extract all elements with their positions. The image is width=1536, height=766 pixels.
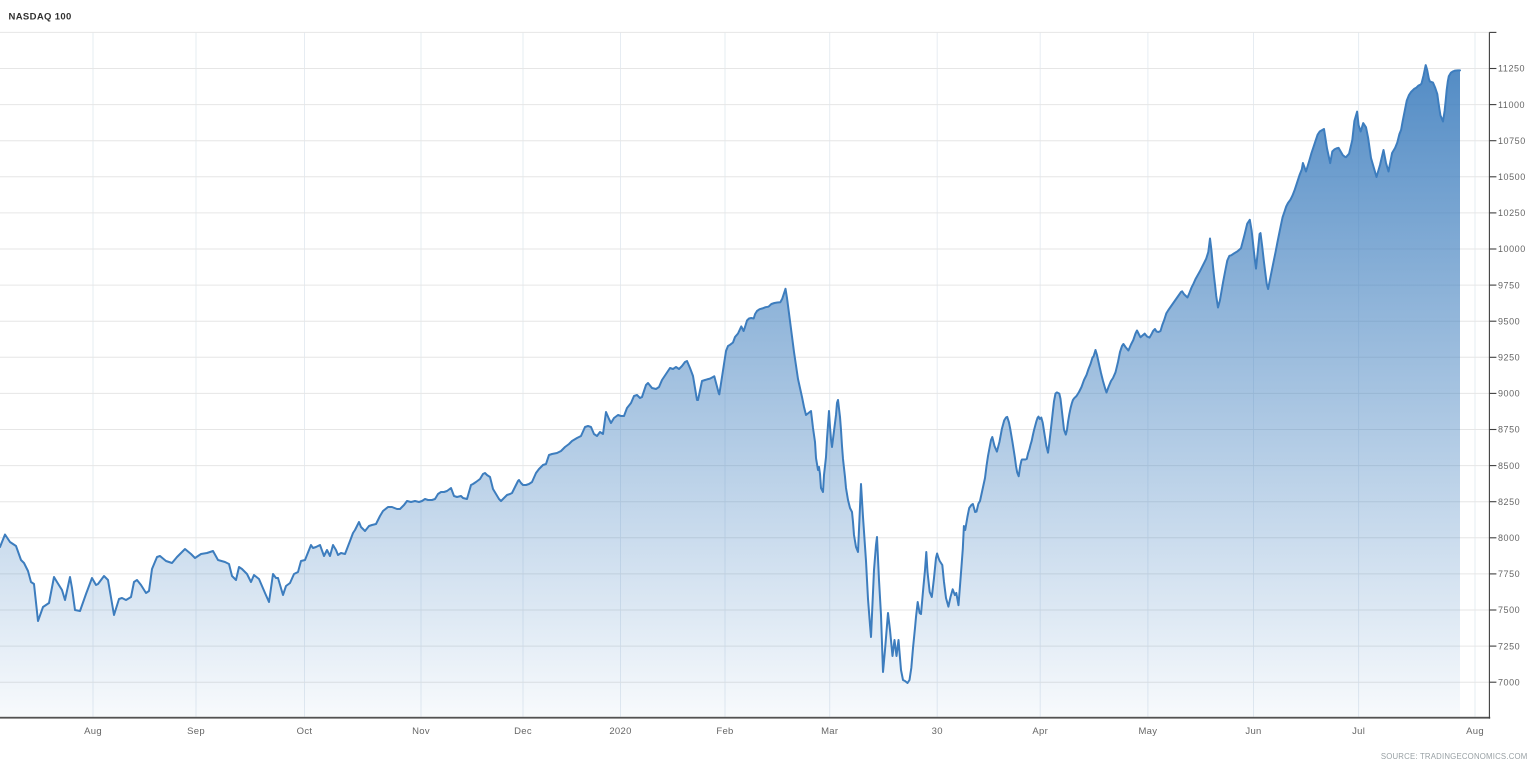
svg-text:10000: 10000 xyxy=(1498,244,1526,254)
svg-text:10250: 10250 xyxy=(1498,208,1526,218)
svg-text:May: May xyxy=(1138,726,1157,737)
svg-text:10500: 10500 xyxy=(1498,172,1526,182)
svg-text:8750: 8750 xyxy=(1498,425,1520,435)
svg-text:Feb: Feb xyxy=(716,726,733,737)
svg-text:7750: 7750 xyxy=(1498,569,1520,579)
svg-text:9750: 9750 xyxy=(1498,280,1520,290)
svg-text:8500: 8500 xyxy=(1498,461,1520,471)
svg-text:Aug: Aug xyxy=(84,726,102,737)
svg-text:Mar: Mar xyxy=(821,726,838,737)
svg-text:9000: 9000 xyxy=(1498,389,1520,399)
svg-text:9500: 9500 xyxy=(1498,316,1520,326)
svg-text:10750: 10750 xyxy=(1498,136,1526,146)
svg-text:11000: 11000 xyxy=(1498,100,1525,110)
svg-text:Jun: Jun xyxy=(1245,726,1261,737)
svg-text:Apr: Apr xyxy=(1032,726,1048,737)
svg-text:30: 30 xyxy=(932,726,943,737)
svg-text:7500: 7500 xyxy=(1498,605,1520,615)
svg-text:2020: 2020 xyxy=(609,726,631,737)
svg-text:SOURCE: TRADINGECONOMICS.COM: SOURCE: TRADINGECONOMICS.COM xyxy=(1381,752,1528,761)
svg-text:Sep: Sep xyxy=(187,726,205,737)
svg-text:Jul: Jul xyxy=(1352,726,1365,737)
svg-text:9250: 9250 xyxy=(1498,353,1520,363)
svg-text:7250: 7250 xyxy=(1498,641,1520,651)
svg-text:Oct: Oct xyxy=(297,726,313,737)
svg-text:Nov: Nov xyxy=(412,726,430,737)
svg-text:8250: 8250 xyxy=(1498,497,1520,507)
svg-text:NASDAQ 100: NASDAQ 100 xyxy=(9,11,72,22)
svg-text:Dec: Dec xyxy=(514,726,532,737)
svg-text:8000: 8000 xyxy=(1498,533,1520,543)
svg-text:Aug: Aug xyxy=(1466,726,1484,737)
svg-text:7000: 7000 xyxy=(1498,677,1520,687)
svg-text:11250: 11250 xyxy=(1498,64,1525,74)
